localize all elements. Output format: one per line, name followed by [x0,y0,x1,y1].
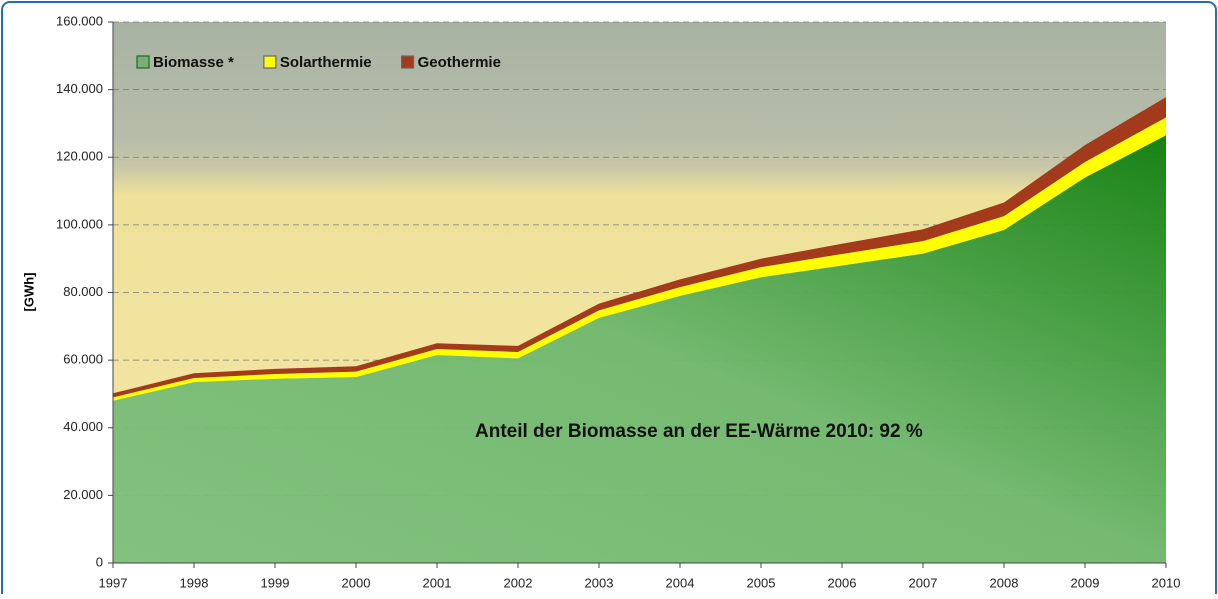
y-tick-label: 60.000 [63,352,103,367]
x-tick-label: 2002 [504,575,533,590]
x-tick-label: 1999 [261,575,290,590]
legend-label: Biomasse * [153,54,234,71]
x-tick-label: 2000 [342,575,371,590]
y-tick-label: 160.000 [56,13,103,28]
x-tick-label: 2010 [1152,575,1181,590]
x-tick-label: 2007 [909,575,938,590]
x-tick-label: 2009 [1071,575,1100,590]
x-tick-label: 2006 [828,575,857,590]
legend-label: Solarthermie [280,54,372,71]
y-tick-label: 40.000 [63,419,103,434]
x-tick-label: 2003 [585,575,614,590]
x-tick-label: 2005 [747,575,776,590]
area [113,135,1166,563]
y-tick-label: 100.000 [56,216,103,231]
annotation: Anteil der Biomasse an der EE-Wärme 2010… [475,421,923,442]
legend-swatch [263,55,277,69]
x-tick-label: 1998 [180,575,209,590]
y-tick-label: 120.000 [56,149,103,164]
x-tick-label: 2001 [423,575,452,590]
legend-label: Geothermie [418,54,501,71]
y-tick-label: 140.000 [56,81,103,96]
y-tick-label: 0 [96,554,103,569]
x-tick-label: 2004 [666,575,695,590]
y-axis-label: [GWh] [21,273,36,312]
legend-swatch [136,55,150,69]
x-tick-label: 2008 [990,575,1019,590]
y-tick-label: 80.000 [63,284,103,299]
y-tick-label: 20.000 [63,487,103,502]
x-tick-label: 1997 [99,575,128,590]
legend-swatch [400,55,415,69]
